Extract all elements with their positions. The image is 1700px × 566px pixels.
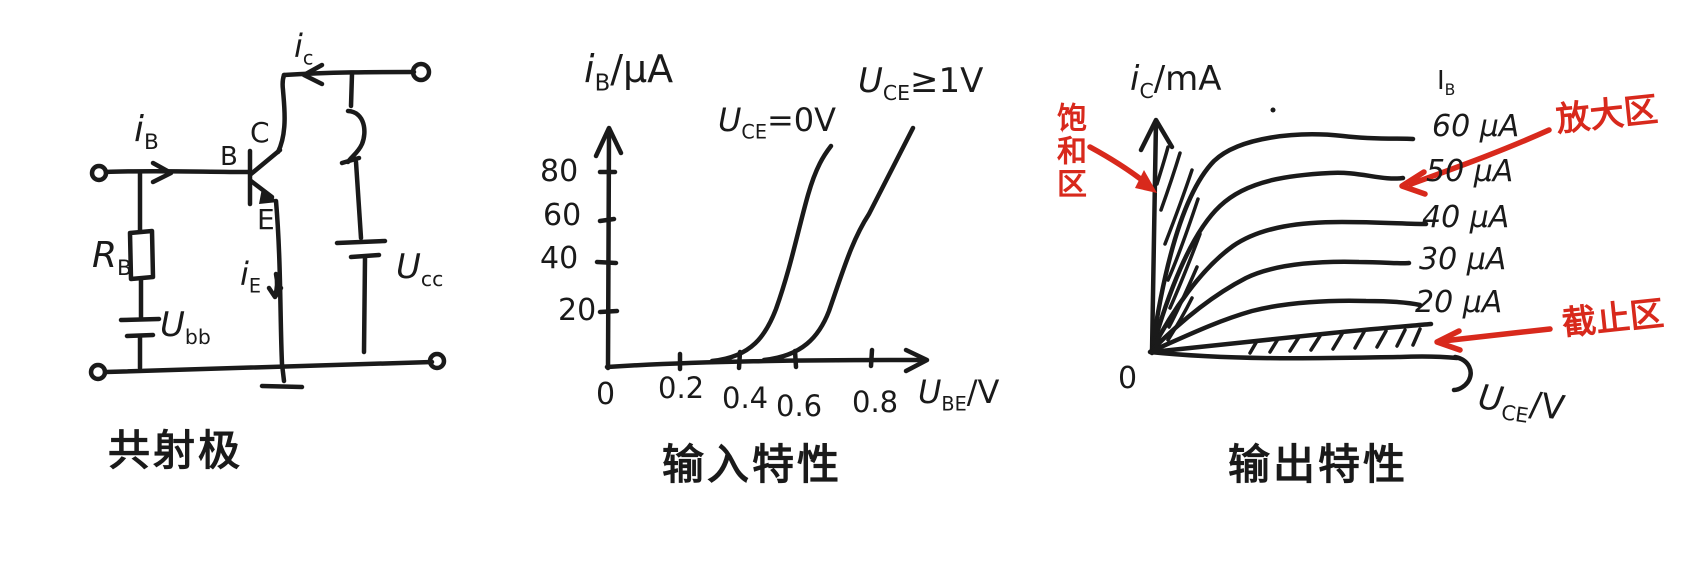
- input-curve-label-uce1: UCE≥1V: [858, 61, 984, 105]
- input-chart-drawing: [593, 125, 930, 374]
- label-ucc: Ucc: [396, 247, 444, 291]
- input-xtick-02: 0.2: [658, 371, 705, 405]
- emitter-arrowhead: [259, 188, 278, 204]
- input-x-ticks: [677, 347, 875, 372]
- bottom-right-terminal: [427, 351, 447, 371]
- input-xtick-04: 0.4: [722, 381, 769, 415]
- input-xtick-06: 0.6: [776, 389, 823, 423]
- input-terminal: [89, 163, 109, 183]
- input-curve-label-uce0: UCE=0V: [718, 101, 837, 144]
- ubb-battery-plate-long: [118, 316, 162, 323]
- output-x-axis: [1147, 349, 1460, 361]
- output-curve-cutoff-boundary: [1149, 321, 1434, 355]
- red-annotation-arrows: [1087, 127, 1553, 353]
- emitter-wire: [273, 198, 287, 384]
- ic-current-arrow: [301, 62, 325, 87]
- output-x-axis-hook: [1451, 354, 1473, 393]
- input-y-axis-label: iB/μA: [584, 47, 674, 97]
- output-y-axis-label: iC/mA: [1130, 59, 1222, 103]
- output-chart-caption: 输出特性: [1228, 440, 1409, 489]
- input-x-axis-arrow: [903, 347, 930, 374]
- collector-wire: [275, 72, 287, 155]
- saturation-region-label: 饱和区: [1051, 102, 1086, 201]
- output-y-axis: [1149, 118, 1159, 356]
- input-curve-uce-0v: [709, 143, 834, 364]
- label-collector: C: [250, 116, 270, 149]
- input-xtick-08: 0.8: [852, 385, 899, 419]
- saturation-arrow-head: [1135, 170, 1157, 193]
- saturation-hatching: [1155, 145, 1202, 342]
- circuit-drawing: [88, 61, 447, 390]
- input-ytick-40: 40: [540, 241, 579, 276]
- bottom-left-terminal: [88, 362, 108, 382]
- input-y-axis: [605, 128, 612, 371]
- input-current-arrow: [150, 160, 174, 185]
- input-chart-caption: 输入特性: [662, 440, 843, 489]
- cutoff-region-label: 截止区: [1560, 293, 1666, 345]
- label-ubb: Ubb: [160, 305, 211, 349]
- output-y-axis-arrow: [1138, 117, 1175, 153]
- cutoff-arrow-head: [1434, 328, 1463, 353]
- output-curve-label-60ua: 60 μA: [1432, 109, 1520, 144]
- label-ie: iE: [240, 255, 262, 298]
- amplification-arrow-head: [1399, 169, 1428, 197]
- label-base: B: [220, 142, 238, 172]
- output-origin-label: 0: [1118, 361, 1138, 396]
- ground-bar: [259, 383, 305, 390]
- ucc-wire-bottom: [361, 255, 368, 355]
- input-wire: [103, 168, 251, 175]
- output-curve-20ua: [1149, 298, 1423, 354]
- label-emitter: E: [257, 203, 275, 236]
- label-ib: iB: [134, 109, 159, 156]
- input-y-axis-arrow: [593, 125, 624, 159]
- output-curve-30ua: [1149, 259, 1412, 353]
- circuit-caption: 共射极: [108, 426, 244, 475]
- output-curve-60ua: [1149, 132, 1416, 353]
- cutoff-arrow: [1440, 326, 1553, 344]
- ucc-wire-mid: [353, 159, 364, 241]
- label-rb: RB: [92, 235, 132, 282]
- label-ic: ic: [294, 27, 314, 70]
- input-xtick-0: 0: [596, 377, 616, 412]
- rb-resistor-body: [127, 228, 156, 282]
- ucc-wire-top: [348, 71, 355, 109]
- input-ytick-20: 20: [558, 293, 597, 328]
- ie-arrow: [266, 271, 284, 300]
- input-ytick-80: 80: [540, 154, 579, 189]
- output-chart-drawing: [1138, 107, 1473, 393]
- saturation-arrow: [1087, 144, 1150, 187]
- cutoff-hatching: [1248, 327, 1422, 355]
- output-family-label: IB: [1437, 66, 1456, 100]
- output-curve-50ua: [1149, 170, 1406, 353]
- stray-ink-dot: [1270, 107, 1276, 113]
- input-x-axis-label: UBE/V: [918, 373, 1000, 416]
- ucc-battery-plate-long: [334, 238, 388, 246]
- collector-terminal: [410, 61, 432, 83]
- ucc-hook: [339, 108, 367, 166]
- amplification-arrow: [1408, 127, 1552, 187]
- input-x-axis: [604, 357, 923, 370]
- amplification-region-label: 放大区: [1554, 89, 1660, 141]
- output-curve-label-40ua: 40 μA: [1422, 200, 1510, 235]
- output-curve-label-30ua: 30 μA: [1419, 242, 1507, 277]
- transistor-collector-lead: [248, 147, 283, 177]
- input-y-ticks: [594, 169, 620, 315]
- bottom-wire: [103, 359, 435, 375]
- input-ytick-60: 60: [543, 198, 582, 233]
- output-curve-label-50ua: 50 μA: [1426, 154, 1514, 189]
- output-curve-label-20ua: 20 μA: [1415, 285, 1503, 320]
- input-curve-uce-ge-1v: [761, 125, 916, 363]
